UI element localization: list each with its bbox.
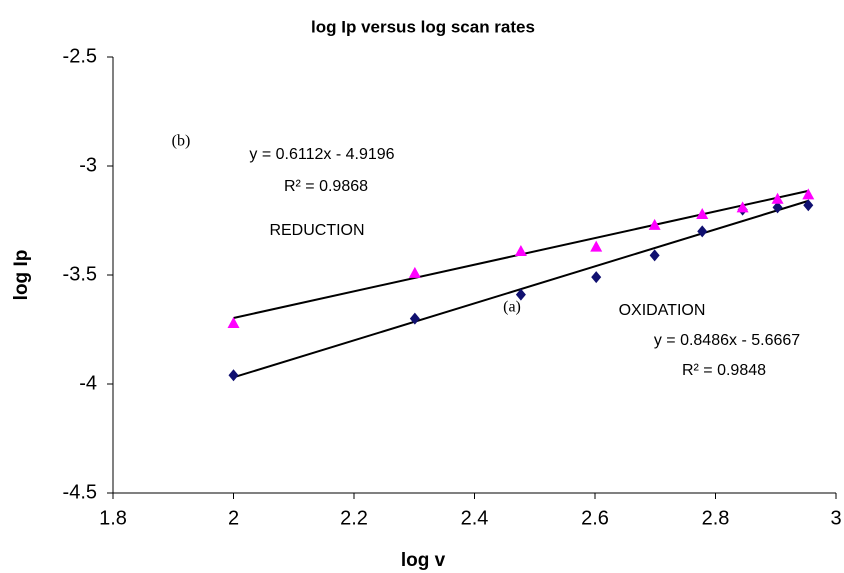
x-tick-label: 2.2 <box>340 507 368 529</box>
x-tick-label: 2.6 <box>581 507 609 529</box>
x-tick-label: 2.4 <box>461 507 489 529</box>
annotation: OXIDATION <box>619 302 706 319</box>
y-axis-label: log Ip <box>11 250 32 301</box>
x-tick-label: 3 <box>830 507 841 529</box>
annotation: R² = 0.9848 <box>682 362 766 379</box>
x-tick-label: 2.8 <box>702 507 730 529</box>
y-tick-label: -4.5 <box>63 481 97 503</box>
marker <box>803 199 814 212</box>
annotation: y = 0.8486x - 5.6667 <box>654 332 800 349</box>
marker <box>696 207 709 219</box>
annotation: y = 0.6112x - 4.9196 <box>249 146 394 163</box>
marker <box>772 201 783 214</box>
marker <box>590 240 603 252</box>
marker <box>648 218 661 230</box>
annotation: (a) <box>503 299 521 316</box>
marker <box>227 316 240 328</box>
y-tick-label: -3 <box>79 154 97 176</box>
marker <box>591 271 602 284</box>
x-axis-label: log v <box>401 550 446 571</box>
annotation: (b) <box>172 133 191 150</box>
marker <box>802 188 815 200</box>
x-tick-label: 2 <box>228 507 239 529</box>
marker <box>409 312 420 325</box>
x-tick-label: 1.8 <box>99 507 127 529</box>
annotation: R² = 0.9868 <box>284 178 368 195</box>
annotation: REDUCTION <box>269 222 364 239</box>
marker <box>649 249 660 262</box>
y-tick-label: -4 <box>79 372 97 394</box>
marker <box>408 266 421 278</box>
marker <box>697 225 708 238</box>
marker <box>515 288 526 301</box>
y-tick-label: -3.5 <box>63 263 97 285</box>
chart-title: log Ip versus log scan rates <box>311 17 535 36</box>
marker <box>228 369 239 382</box>
marker <box>771 192 784 204</box>
marker <box>514 245 527 257</box>
marker <box>736 201 749 213</box>
y-tick-label: -2.5 <box>63 45 97 67</box>
